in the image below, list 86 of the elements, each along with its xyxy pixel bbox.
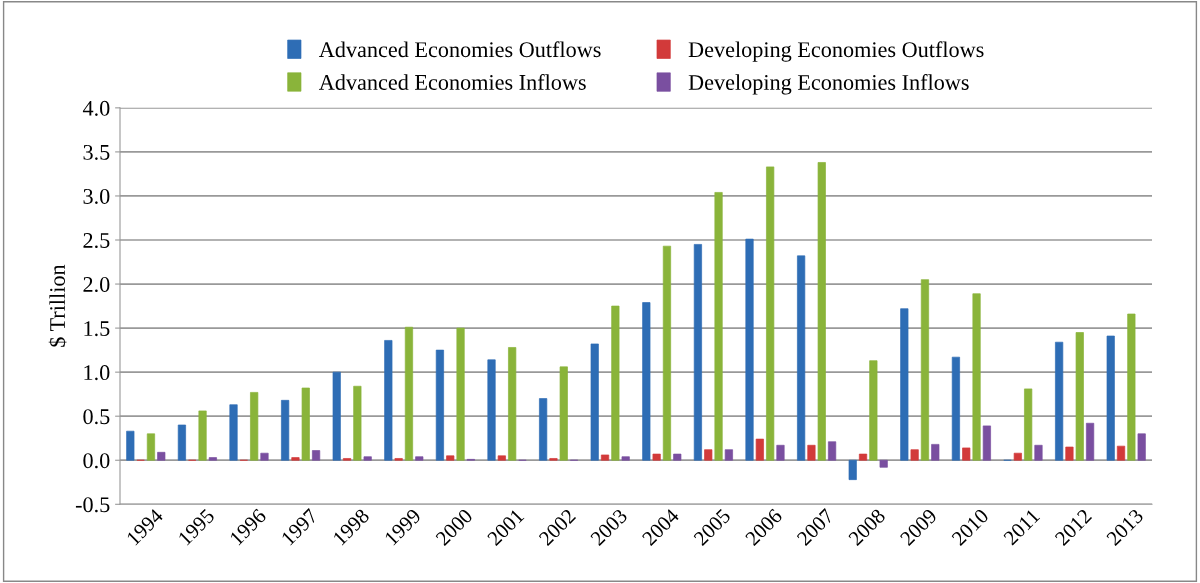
bar <box>642 302 651 461</box>
bar <box>590 343 599 461</box>
bar <box>229 404 238 461</box>
bar <box>404 326 414 461</box>
bar <box>600 454 610 461</box>
y-axis-title: $ Trillion <box>48 264 67 347</box>
bar <box>858 453 868 461</box>
bar <box>807 444 816 461</box>
bar <box>281 399 290 461</box>
bar <box>755 438 764 461</box>
bar <box>673 453 682 461</box>
bar <box>900 308 909 461</box>
bar <box>1034 444 1043 461</box>
y-tick-label: 4.0 <box>82 100 110 116</box>
bar <box>693 244 702 461</box>
bar <box>662 245 672 461</box>
bar <box>1065 446 1074 461</box>
bar <box>353 385 362 461</box>
bar <box>456 327 465 461</box>
x-tick-label: 1999 <box>384 508 422 546</box>
bar <box>951 356 960 461</box>
bar <box>1127 313 1136 461</box>
bar <box>539 398 548 461</box>
y-tick-label: 1.5 <box>84 321 110 337</box>
bar <box>724 449 733 461</box>
bar <box>301 387 310 461</box>
bar <box>766 166 775 461</box>
bar <box>126 430 135 461</box>
bar <box>291 457 300 461</box>
bar <box>1075 332 1084 461</box>
bar <box>982 425 991 461</box>
bar <box>714 192 723 461</box>
y-tick-label: -0.5 <box>75 497 110 513</box>
bar <box>931 444 940 461</box>
bar <box>415 456 424 461</box>
bar <box>745 238 754 461</box>
bar <box>879 459 888 468</box>
legend-label: Developing Economies Outflows <box>688 41 984 62</box>
bar <box>817 162 826 461</box>
bar <box>797 255 806 461</box>
bar <box>312 450 321 461</box>
bar <box>250 392 259 461</box>
bar <box>828 441 837 461</box>
bar <box>1086 422 1095 461</box>
bar <box>1055 341 1064 461</box>
y-tick-label: 0.0 <box>83 453 110 469</box>
bar <box>972 293 981 461</box>
bar <box>446 455 455 461</box>
y-tick-label: 2.5 <box>83 233 110 249</box>
bar <box>559 366 568 461</box>
y-tick-label: 1.0 <box>84 365 110 381</box>
bar <box>1013 452 1022 461</box>
legend-label: Developing Economies Inflows <box>688 74 969 95</box>
bar <box>1106 335 1115 461</box>
bar <box>920 279 930 461</box>
bar <box>363 456 372 461</box>
y-tick-label: 2.0 <box>83 276 110 293</box>
bar <box>177 424 186 461</box>
y-tick-label: 3.0 <box>83 188 110 204</box>
bar <box>260 452 269 461</box>
bar <box>776 444 785 461</box>
bar <box>910 449 919 461</box>
legend-label: Advanced Economies Outflows <box>318 41 601 58</box>
bar <box>497 455 506 461</box>
bar <box>146 433 156 461</box>
bar <box>621 456 630 461</box>
legend-label: Advanced Economies Inflows <box>318 74 586 90</box>
bar <box>962 447 971 461</box>
bar <box>208 457 217 461</box>
bar <box>384 340 393 461</box>
bar <box>652 453 661 461</box>
bar <box>848 459 857 480</box>
bar <box>704 449 713 461</box>
bar <box>508 347 517 461</box>
bar <box>157 451 166 461</box>
bar <box>1116 445 1126 461</box>
bar <box>198 410 207 461</box>
bar <box>1024 388 1033 461</box>
bar <box>487 359 496 461</box>
bar <box>1137 433 1146 461</box>
bar <box>332 371 341 461</box>
bar <box>435 349 444 461</box>
y-tick-label: 0.5 <box>83 409 110 425</box>
y-tick-label: 3.5 <box>83 144 110 160</box>
bar <box>611 305 620 461</box>
bar <box>869 360 878 461</box>
